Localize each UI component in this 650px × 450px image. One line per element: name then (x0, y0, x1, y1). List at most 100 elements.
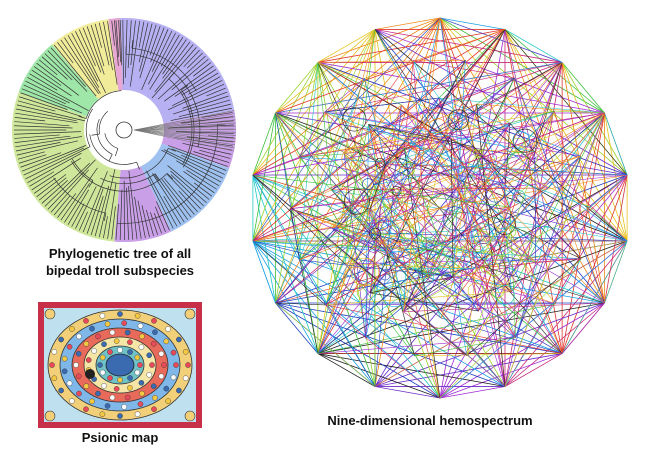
map-space (113, 386, 120, 392)
hemospectrum-loop (473, 148, 483, 158)
hemospectrum-edge (452, 187, 549, 277)
hemospectrum-edge (325, 184, 375, 306)
map-space (113, 338, 120, 344)
hemospectrum-edge (298, 111, 325, 158)
tree-clade (52, 19, 119, 100)
tree-leaf-branch (186, 169, 217, 190)
hemospectrum-edge (476, 103, 605, 114)
hemospectrum-edge (364, 78, 387, 164)
hemospectrum-edge (414, 353, 563, 357)
tree-leaf-branch (14, 121, 70, 127)
hemospectrum-edge (475, 240, 628, 269)
hemospectrum-edge (403, 17, 441, 312)
tree-leaf-branch (86, 188, 104, 234)
hemospectrum-edge (374, 29, 605, 304)
tree-leaf-branch (193, 62, 212, 77)
map-space (66, 380, 73, 387)
hemospectrum-edge (317, 62, 494, 163)
tree-leaf-branch (119, 20, 123, 66)
hemospectrum-edge (252, 174, 511, 208)
tree-leaf-branch (149, 26, 161, 56)
hemospectrum-edge (374, 29, 507, 232)
map-space (134, 369, 141, 376)
tree-leaf-branch (164, 65, 214, 102)
tree-leaf-branch (14, 135, 71, 143)
hemospectrum-edge (439, 17, 477, 269)
tree-leaf-branch (160, 34, 180, 67)
hemospectrum-edge (554, 110, 605, 114)
hemospectrum-edge (374, 232, 495, 253)
hemospectrum-edge (252, 240, 506, 387)
tree-leaf-branch (154, 44, 194, 93)
map-space (75, 373, 82, 380)
tree-leaf-branch (161, 178, 192, 218)
tree-internal-arc (181, 89, 195, 168)
map-space (127, 349, 133, 355)
hemospectrum-edge (413, 60, 440, 99)
hemospectrum-loop (423, 273, 434, 284)
hemospectrum-edge (428, 77, 515, 278)
tree-leaf-branch (170, 170, 207, 204)
map-space (69, 326, 75, 332)
tree-internal-arc (89, 134, 137, 165)
hemospectrum-loop (396, 229, 413, 246)
tree-leaf-branch (130, 20, 136, 66)
hemospectrum-edge (317, 62, 402, 106)
psionic-map-panel (38, 302, 202, 428)
hemospectrum-edge (374, 29, 512, 292)
tree-leaf-branch (147, 32, 176, 85)
tree-leaf-branch (181, 116, 234, 124)
hemospectrum-edge (275, 302, 506, 387)
hemospectrum-edge (515, 112, 605, 338)
tree-leaf-branch (98, 169, 116, 238)
tree-internal-arc (125, 53, 201, 148)
tree-internal-arc (53, 177, 106, 214)
hemospectrum-edge (452, 276, 468, 356)
tree-leaf-branch (71, 203, 85, 227)
map-space (121, 404, 127, 410)
hemospectrum-edge (374, 240, 628, 387)
hemospectrum-edge (289, 174, 628, 209)
map-space (117, 413, 123, 419)
tree-clade (11, 91, 121, 242)
hemospectrum-edge (604, 112, 628, 176)
hemospectrum-edge (275, 62, 563, 114)
tree-leaf-branch (20, 92, 68, 110)
hemospectrum-loop (384, 285, 406, 308)
map-space (127, 339, 133, 345)
hemospectrum-edge (426, 139, 506, 387)
hemospectrum-edge (504, 29, 628, 176)
hemospectrum-edge (275, 112, 376, 387)
hemospectrum-edge (289, 208, 512, 292)
map-space (137, 323, 144, 329)
tree-leaf-branch (15, 136, 82, 148)
hemospectrum-edge (299, 155, 581, 261)
tree-internal-branch (115, 148, 119, 157)
tree-leaf-branch (174, 69, 217, 97)
tree-leaf-branch (16, 140, 79, 156)
tree-leaf-branch (119, 189, 123, 240)
hemospectrum-edge (374, 29, 563, 63)
hemospectrum-edge (478, 155, 581, 312)
tree-internal-branch (103, 213, 107, 222)
hemospectrum-loop (480, 263, 492, 274)
tree-leaf-branch (67, 35, 100, 88)
hemospectrum-edge (317, 337, 516, 354)
hemospectrum-edge (345, 258, 582, 265)
map-space (134, 312, 141, 319)
tree-leaf-branch (141, 29, 169, 90)
map-space (151, 318, 157, 324)
hemospectrum-edge (439, 17, 475, 147)
hemospectrum-loop (453, 269, 467, 284)
tree-leaf-branch (27, 77, 89, 111)
hemospectrum-edge (298, 17, 441, 158)
map-space (107, 375, 113, 381)
tree-leaf-branch (21, 145, 87, 172)
tree-outgroup-branch (133, 129, 236, 139)
hemospectrum-edge (403, 302, 605, 313)
hemospectrum-loop (375, 157, 385, 168)
hemospectrum-loop (487, 153, 497, 163)
tree-leaf-branch (25, 80, 70, 104)
hemospectrum-edge (317, 62, 535, 153)
map-space (104, 321, 111, 327)
